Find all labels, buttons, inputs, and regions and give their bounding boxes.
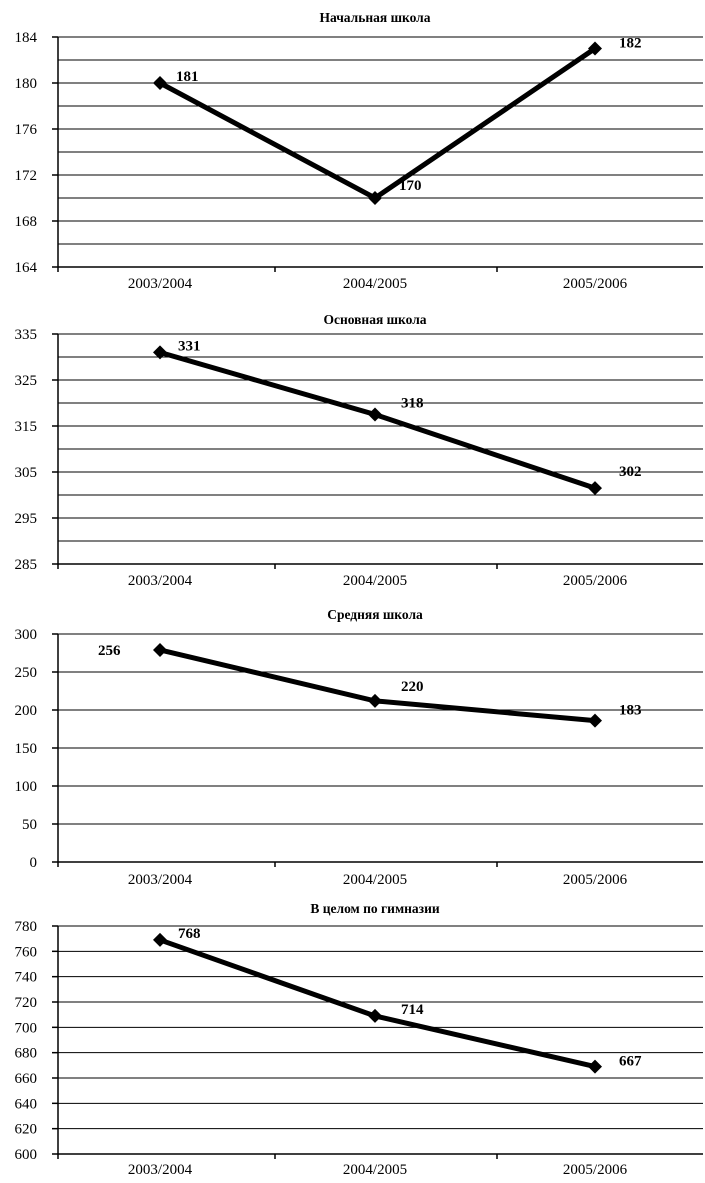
y-tick-label: 100 (15, 779, 38, 795)
y-tick-label: 150 (15, 741, 38, 757)
x-tick-label: 2003/2004 (128, 1162, 193, 1178)
y-tick-label: 760 (15, 944, 38, 960)
y-tick-label: 740 (15, 970, 38, 986)
x-tick-label: 2004/2005 (343, 573, 407, 589)
data-label: 183 (619, 703, 642, 719)
y-tick-label: 50 (22, 817, 37, 833)
y-tick-label: 325 (15, 373, 38, 389)
data-point-marker (153, 643, 167, 657)
y-tick-label: 720 (15, 995, 38, 1011)
data-label: 667 (619, 1054, 642, 1070)
data-label: 318 (401, 396, 424, 412)
y-tick-label: 300 (15, 627, 38, 643)
y-tick-label: 305 (15, 465, 38, 481)
x-tick-label: 2004/2005 (343, 276, 407, 292)
data-point-marker (153, 933, 167, 947)
y-tick-label: 335 (15, 327, 38, 343)
y-tick-label: 250 (15, 665, 38, 681)
y-tick-label: 0 (30, 855, 38, 871)
y-tick-label: 184 (15, 30, 38, 46)
y-tick-label: 164 (15, 260, 38, 276)
series-line (160, 352, 595, 488)
data-point-marker (588, 1060, 602, 1074)
data-label: 220 (401, 679, 424, 695)
series-line (160, 49, 595, 199)
data-label: 181 (176, 69, 199, 85)
y-tick-label: 180 (15, 76, 38, 92)
y-tick-label: 680 (15, 1046, 38, 1062)
x-tick-label: 2004/2005 (343, 1162, 407, 1178)
y-tick-label: 660 (15, 1071, 38, 1087)
y-tick-label: 600 (15, 1147, 38, 1163)
data-label: 302 (619, 464, 642, 480)
y-tick-label: 315 (15, 419, 38, 435)
chart-3: Средняя школа 0 50 100 150 200 250 300 2003/2004… (15, 607, 704, 888)
y-tick-label: 172 (15, 168, 38, 184)
x-tick-label: 2003/2004 (128, 573, 193, 589)
data-label: 768 (178, 926, 201, 942)
data-point-marker (368, 694, 382, 708)
y-tick-label: 700 (15, 1020, 38, 1036)
chart-4: В целом по гимназии 600 620 640 660 680 700 720… (15, 901, 704, 1178)
y-tick-label: 620 (15, 1122, 38, 1138)
x-tick-label: 2004/2005 (343, 872, 407, 888)
y-tick-label: 640 (15, 1096, 38, 1112)
x-tick-label: 2003/2004 (128, 276, 193, 292)
data-label: 170 (399, 178, 422, 194)
data-point-marker (588, 481, 602, 495)
data-label: 714 (401, 1002, 424, 1018)
series-line (160, 940, 595, 1067)
chart-2: Основная школа 285 295 305 315 325 335 2003/200… (15, 312, 704, 589)
data-point-marker (368, 1009, 382, 1023)
y-tick-label: 780 (15, 919, 38, 935)
data-point-marker (588, 714, 602, 728)
y-tick-label: 168 (15, 214, 38, 230)
chart-title: Начальная школа (319, 10, 430, 25)
x-tick-label: 2005/2006 (563, 573, 628, 589)
y-tick-label: 295 (15, 511, 38, 527)
x-tick-label: 2005/2006 (563, 872, 628, 888)
chart-title: Средняя школа (327, 607, 423, 622)
y-tick-label: 176 (15, 122, 38, 138)
chart-title: Основная школа (323, 312, 426, 327)
data-label: 182 (619, 36, 642, 52)
chart-1: Начальная школа 164 168 172 176 180 184 2003/20… (15, 10, 704, 292)
data-label: 256 (98, 643, 121, 659)
y-tick-label: 200 (15, 703, 38, 719)
x-tick-label: 2003/2004 (128, 872, 193, 888)
chart-title: В целом по гимназии (310, 901, 440, 916)
x-tick-label: 2005/2006 (563, 1162, 628, 1178)
data-label: 331 (178, 338, 201, 354)
y-tick-label: 285 (15, 557, 38, 573)
data-point-marker (368, 408, 382, 422)
x-tick-label: 2005/2006 (563, 276, 628, 292)
